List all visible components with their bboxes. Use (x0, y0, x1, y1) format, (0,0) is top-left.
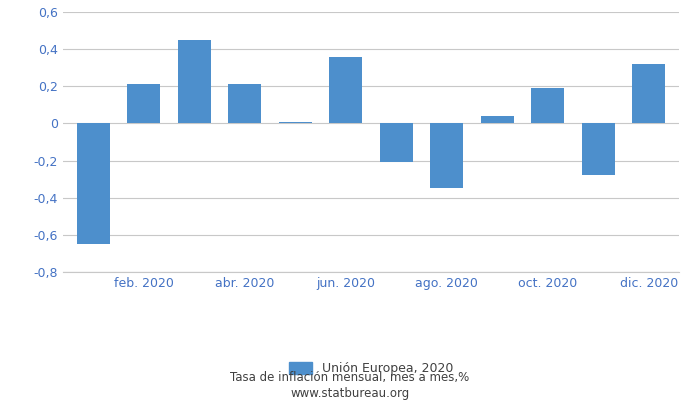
Bar (481, 116, 514, 124)
Bar (228, 84, 261, 124)
Bar (531, 88, 564, 124)
Bar (380, 124, 413, 162)
Text: Tasa de inflación mensual, mes a mes,%: Tasa de inflación mensual, mes a mes,% (230, 372, 470, 384)
Bar (178, 40, 211, 124)
Bar (329, 56, 362, 124)
Bar (430, 124, 463, 188)
Bar (127, 84, 160, 124)
Bar (582, 124, 615, 176)
Text: www.statbureau.org: www.statbureau.org (290, 388, 410, 400)
Bar (77, 124, 110, 244)
Legend: Unión Europea, 2020: Unión Europea, 2020 (284, 357, 458, 380)
Bar (279, 122, 312, 124)
Bar (632, 64, 665, 124)
